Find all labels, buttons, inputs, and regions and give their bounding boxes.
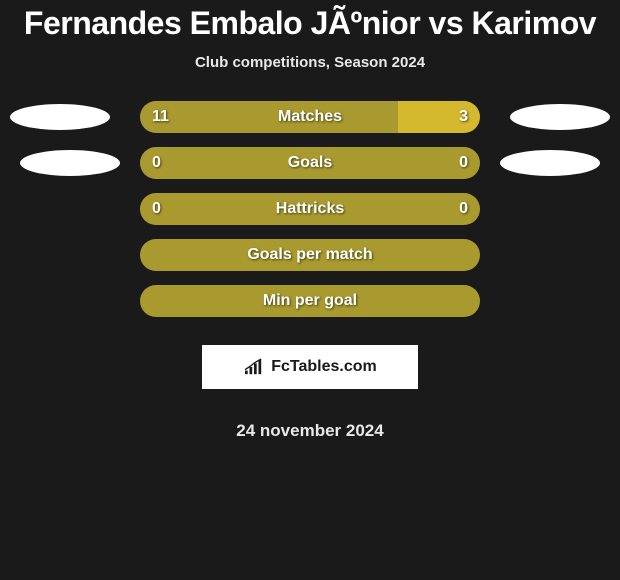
stat-row-gpm: Goals per match — [0, 239, 620, 271]
stat-row-hattricks: 0 Hattricks 0 — [0, 193, 620, 225]
label-goals: Goals — [288, 154, 332, 172]
value-left-matches: 11 — [152, 108, 169, 126]
date-text: 24 november 2024 — [236, 421, 383, 441]
bar-left-matches — [140, 101, 398, 133]
stat-row-goals: 0 Goals 0 — [0, 147, 620, 179]
bar-goals: 0 Goals 0 — [140, 147, 480, 179]
brand-text: FcTables.com — [271, 358, 377, 376]
page-title: Fernandes Embalo JÃºnior vs Karimov — [24, 5, 596, 42]
label-hattricks: Hattricks — [276, 200, 344, 218]
stats-area: 11 Matches 3 0 Goals 0 0 Hattricks 0 — [0, 101, 620, 441]
value-right-hattricks: 0 — [459, 200, 468, 218]
brand-badge[interactable]: FcTables.com — [202, 345, 418, 389]
bar-left-goals — [140, 147, 310, 179]
value-right-goals: 0 — [459, 154, 468, 172]
subtitle: Club competitions, Season 2024 — [195, 54, 425, 71]
bar-matches: 11 Matches 3 — [140, 101, 480, 133]
stat-row-mpg: Min per goal — [0, 285, 620, 317]
value-left-goals: 0 — [152, 154, 161, 172]
chart-icon — [243, 358, 265, 376]
value-right-matches: 3 — [459, 108, 468, 126]
bar-hattricks: 0 Hattricks 0 — [140, 193, 480, 225]
comparison-card: Fernandes Embalo JÃºnior vs Karimov Club… — [0, 0, 620, 441]
value-left-hattricks: 0 — [152, 200, 161, 218]
label-matches: Matches — [278, 108, 342, 126]
label-gpm: Goals per match — [247, 246, 372, 264]
stat-row-matches: 11 Matches 3 — [0, 101, 620, 133]
label-mpg: Min per goal — [263, 292, 357, 310]
bar-right-goals — [310, 147, 480, 179]
bar-gpm: Goals per match — [140, 239, 480, 271]
bar-mpg: Min per goal — [140, 285, 480, 317]
